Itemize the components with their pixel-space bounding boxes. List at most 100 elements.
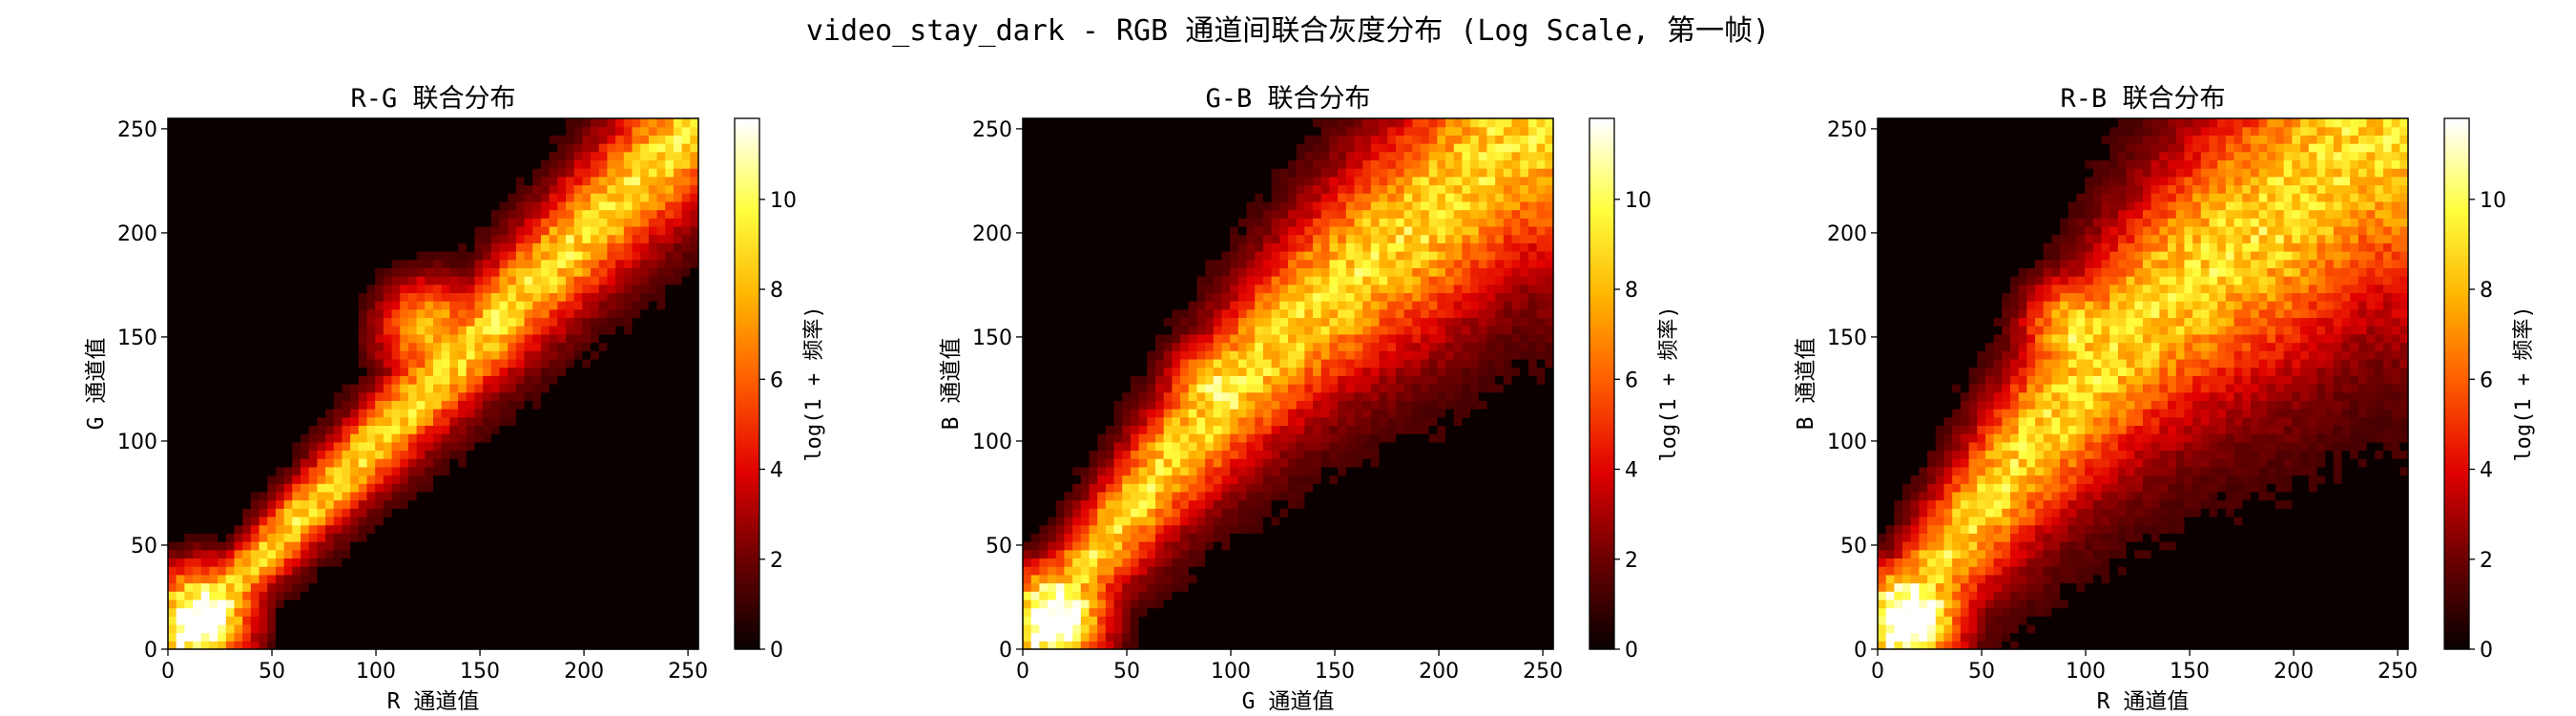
heatmap-cell	[1030, 184, 1040, 194]
heatmap-cell	[549, 135, 558, 144]
heatmap-cell	[267, 333, 277, 344]
heatmap-cell	[1072, 516, 1082, 526]
heatmap-cell	[184, 284, 194, 294]
heatmap-cell	[259, 193, 268, 202]
heatmap-cell	[400, 126, 409, 136]
heatmap-cell	[275, 350, 285, 360]
heatmap-cell	[449, 391, 459, 401]
heatmap-cell	[566, 450, 575, 459]
heatmap-cell	[623, 433, 634, 443]
heatmap-cell	[234, 209, 243, 219]
heatmap-cell	[566, 358, 575, 369]
heatmap-cell	[1089, 350, 1098, 360]
heatmap-cell	[532, 259, 542, 268]
heatmap-cell	[407, 524, 418, 534]
heatmap-cell	[681, 375, 691, 385]
heatmap-cell	[433, 541, 443, 551]
heatmap-cell	[1039, 367, 1049, 376]
heatmap-cell	[1080, 616, 1091, 625]
heatmap-cell	[425, 574, 434, 584]
heatmap-cell	[267, 151, 277, 161]
heatmap-cell	[673, 184, 683, 194]
heatmap-cell	[532, 491, 542, 501]
heatmap-cell	[333, 209, 343, 219]
heatmap-cell	[549, 391, 558, 401]
heatmap-cell	[515, 168, 526, 178]
heatmap-cell	[366, 333, 376, 344]
heatmap-cell	[400, 474, 409, 484]
heatmap-cell	[407, 333, 418, 344]
heatmap-cell	[1055, 234, 1066, 243]
heatmap-cell	[623, 367, 634, 376]
heatmap-cell	[407, 126, 418, 136]
heatmap-cell	[250, 499, 260, 509]
heatmap-cell	[342, 458, 351, 468]
heatmap-cell	[673, 308, 683, 319]
heatmap-cell	[532, 193, 542, 202]
heatmap-cell	[234, 458, 243, 468]
heatmap-cell	[200, 301, 211, 310]
heatmap-cell	[407, 308, 418, 319]
heatmap-cell	[168, 292, 177, 302]
heatmap-cell	[1097, 292, 1107, 302]
heatmap-cell	[524, 632, 533, 642]
heatmap-cell	[407, 384, 418, 393]
heatmap-cell	[1113, 508, 1123, 517]
heatmap-cell	[383, 516, 393, 526]
heatmap-cell	[283, 433, 293, 443]
heatmap-cell	[350, 416, 360, 427]
heatmap-cell	[1089, 184, 1098, 194]
heatmap-cell	[681, 466, 691, 476]
heatmap-cell	[474, 168, 484, 178]
heatmap-cell	[665, 159, 675, 169]
colorbar-segment	[735, 198, 759, 203]
heatmap-cell	[292, 558, 301, 567]
heatmap-cell	[549, 607, 558, 617]
heatmap-cell	[690, 176, 699, 186]
heatmap-cell	[168, 317, 177, 326]
heatmap-cell	[623, 284, 634, 294]
heatmap-cell	[540, 524, 551, 534]
heatmap-cell	[1064, 242, 1073, 252]
heatmap-cell	[176, 582, 185, 592]
heatmap-cell	[366, 491, 376, 501]
heatmap-cell	[234, 176, 243, 186]
heatmap-cell	[656, 607, 666, 617]
heatmap-cell	[515, 358, 526, 369]
heatmap-cell	[466, 193, 476, 202]
heatmap-cell	[275, 308, 285, 319]
heatmap-cell	[308, 118, 318, 128]
heatmap-cell	[582, 616, 592, 625]
heatmap-cell	[582, 358, 592, 369]
heatmap-cell	[407, 159, 418, 169]
heatmap-cell	[209, 350, 218, 360]
heatmap-cell	[1030, 308, 1040, 319]
heatmap-cell	[350, 549, 360, 559]
heatmap-cell	[283, 259, 293, 268]
heatmap-cell	[598, 292, 609, 302]
heatmap-cell	[218, 234, 227, 243]
heatmap-cell	[292, 350, 301, 360]
heatmap-cell	[640, 483, 650, 493]
heatmap-cell	[656, 524, 666, 534]
heatmap-cell	[449, 234, 459, 243]
heatmap-cell	[573, 516, 583, 526]
heatmap-cell	[416, 308, 426, 319]
heatmap-cell	[342, 317, 351, 326]
heatmap-cell	[400, 425, 409, 434]
heatmap-cell	[292, 225, 301, 236]
heatmap-cell	[566, 623, 575, 634]
heatmap-cell	[400, 623, 409, 634]
heatmap-cell	[358, 574, 368, 584]
heatmap-cell	[508, 176, 517, 186]
heatmap-cell	[623, 267, 634, 277]
heatmap-cell	[242, 458, 252, 468]
colorbar-segment	[735, 454, 759, 460]
heatmap-cell	[449, 184, 459, 194]
heatmap-cell	[209, 326, 218, 335]
heatmap-cell	[383, 126, 393, 136]
heatmap-cell	[193, 225, 202, 236]
heatmap-cell	[400, 350, 409, 360]
heatmap-cell	[416, 234, 426, 243]
heatmap-cell	[400, 251, 409, 261]
